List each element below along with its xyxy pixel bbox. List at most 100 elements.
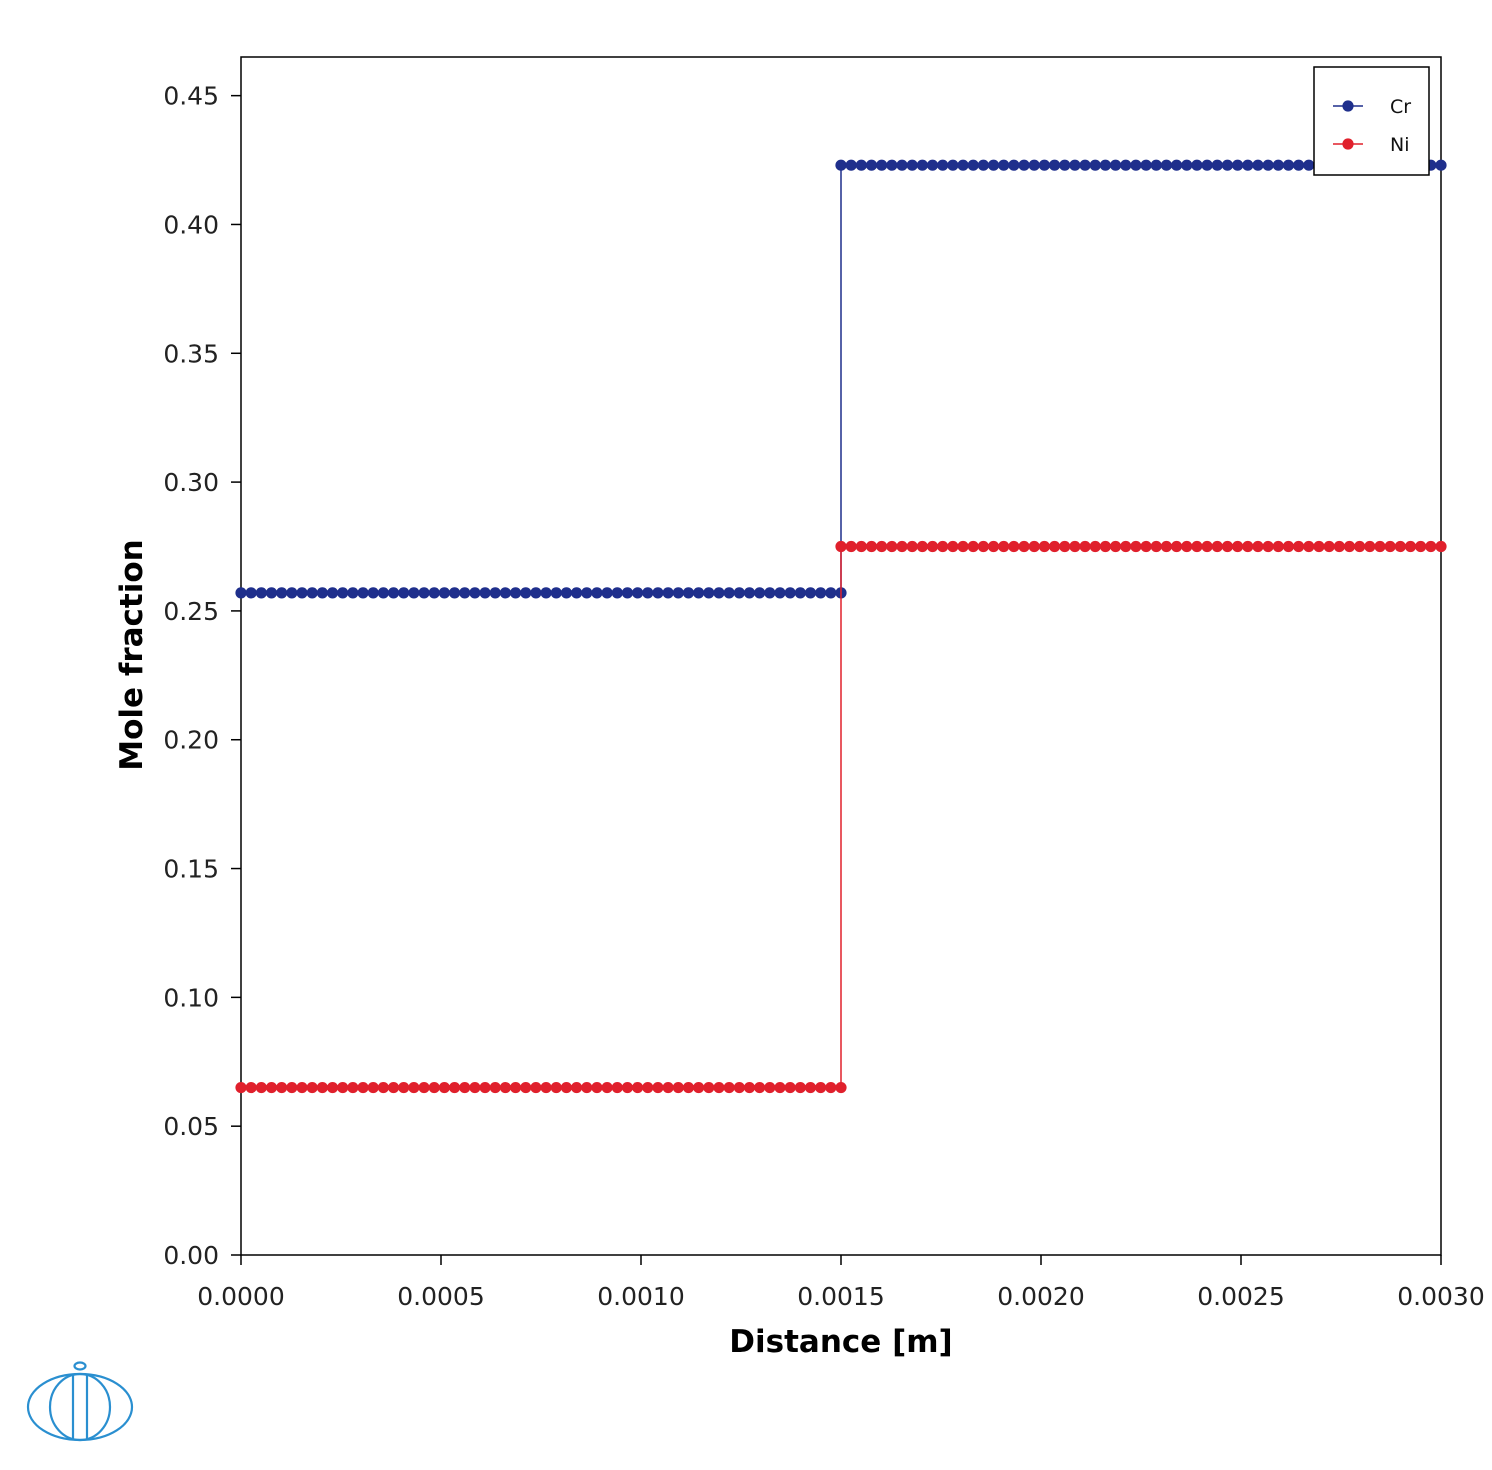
series-cr-point (764, 587, 776, 599)
series-ni-point (906, 540, 918, 553)
series-ni-point (672, 1081, 684, 1094)
series-cr-point (998, 159, 1010, 171)
series-ni-point (235, 1081, 247, 1094)
series-cr-point (377, 587, 389, 599)
series-cr-point (1069, 159, 1081, 171)
series-cr-point (1120, 159, 1132, 171)
legend-ni-marker (1342, 138, 1354, 150)
series-cr-point (937, 159, 949, 171)
y-tick-label: 0.20 (163, 726, 219, 755)
series-cr-point (784, 587, 796, 599)
series-cr-point (1170, 159, 1183, 171)
x-tick-label: 0.0020 (997, 1282, 1084, 1311)
series-cr-point (337, 587, 349, 599)
series-ni-point (1303, 540, 1315, 553)
series-cr-point (1272, 159, 1284, 171)
series-ni-point (479, 1081, 491, 1094)
series-cr-point (499, 587, 512, 599)
series-cr-point (855, 159, 867, 171)
series-cr-point (286, 587, 298, 599)
series-cr-point (1242, 159, 1254, 171)
series-ni-point (621, 1081, 634, 1094)
series-ni-point (459, 1081, 471, 1094)
series-cr-point (276, 587, 288, 599)
series-cr-point (550, 587, 562, 599)
series-ni-point (1160, 540, 1173, 553)
series-cr-point (245, 587, 257, 599)
series-cr-point (347, 587, 359, 599)
series-cr-point (876, 159, 888, 171)
legend-cr-label: Cr (1390, 96, 1411, 118)
series-ni-point (1028, 540, 1040, 553)
series-cr-point (865, 159, 878, 171)
series-ni-point (1404, 540, 1417, 553)
x-tick-label: 0.0000 (197, 1282, 284, 1311)
series-cr-point (387, 587, 400, 599)
series-cr-point (835, 159, 847, 171)
series-ni-point (1415, 540, 1427, 553)
y-tick-label: 0.00 (163, 1241, 219, 1270)
series-ni-point (550, 1081, 562, 1094)
series-ni-point (1354, 540, 1366, 553)
series-ni-point (1089, 540, 1101, 553)
series-ni-point (642, 1081, 654, 1094)
y-tick-label: 0.45 (163, 82, 219, 111)
series-cr-point (1079, 159, 1091, 171)
series-cr-point (804, 587, 817, 599)
series-cr-point (652, 587, 664, 599)
series-ni-point (1079, 540, 1091, 553)
series-cr-point (1181, 159, 1193, 171)
series-ni-point (337, 1081, 349, 1094)
series-ni-point (1150, 540, 1162, 553)
series-ni-point (1232, 540, 1244, 553)
series-ni-point (804, 1081, 817, 1094)
series-cr-point (398, 587, 410, 599)
series-cr-point (255, 587, 267, 599)
series-cr-point (489, 587, 501, 599)
thermo-calc-logo-icon (26, 1361, 134, 1442)
series-cr-point (1160, 159, 1173, 171)
series-cr-point (621, 587, 634, 599)
series-ni-point (1343, 540, 1356, 553)
series-ni-point (733, 1081, 745, 1094)
series-ni-point (1130, 540, 1142, 553)
series-ni-point (967, 540, 979, 553)
series-cr-point (235, 587, 247, 599)
legend: Cr Ni (1313, 66, 1430, 176)
series-cr-point (1201, 159, 1213, 171)
series-cr-point (774, 587, 786, 599)
x-tick-label: 0.0010 (597, 1282, 684, 1311)
series-ni-point (876, 540, 888, 553)
series-cr-point (408, 587, 420, 599)
series-cr-point (916, 159, 928, 171)
series-ni-point (1201, 540, 1213, 553)
series-cr-point (418, 587, 430, 599)
series-ni-point (896, 540, 908, 553)
series-cr-point (733, 587, 745, 599)
series-cr-point (1293, 159, 1305, 171)
y-tick-label: 0.05 (163, 1112, 219, 1141)
series-cr-point (1109, 159, 1122, 171)
series-ni-point (1109, 540, 1122, 553)
series-ni-point (581, 1081, 593, 1094)
y-axis: 0.00 0.05 0.10 0.15 0.20 0.25 0.30 0.35 0.40 0.45 (163, 82, 241, 1270)
series-ni-point (1099, 540, 1112, 553)
series-ni-point (1333, 540, 1345, 553)
series-cr-point (693, 587, 705, 599)
series-cr-point (1059, 159, 1071, 171)
series-ni-point (1394, 540, 1406, 553)
series-layer (235, 159, 1447, 1094)
series-ni-point (632, 1081, 644, 1094)
series-cr-point (520, 587, 532, 599)
y-tick-label: 0.30 (163, 468, 219, 497)
series-ni-point (794, 1081, 806, 1094)
series-cr-point (926, 159, 939, 171)
series-ni-point (245, 1081, 257, 1094)
x-tick-label: 0.0030 (1397, 1282, 1484, 1311)
series-ni-point (1323, 540, 1335, 553)
series-cr-point (1089, 159, 1101, 171)
series-ni-point (1059, 540, 1071, 553)
series-cr-point (1150, 159, 1162, 171)
series-ni-point (265, 1081, 278, 1094)
series-cr-point (1048, 159, 1061, 171)
